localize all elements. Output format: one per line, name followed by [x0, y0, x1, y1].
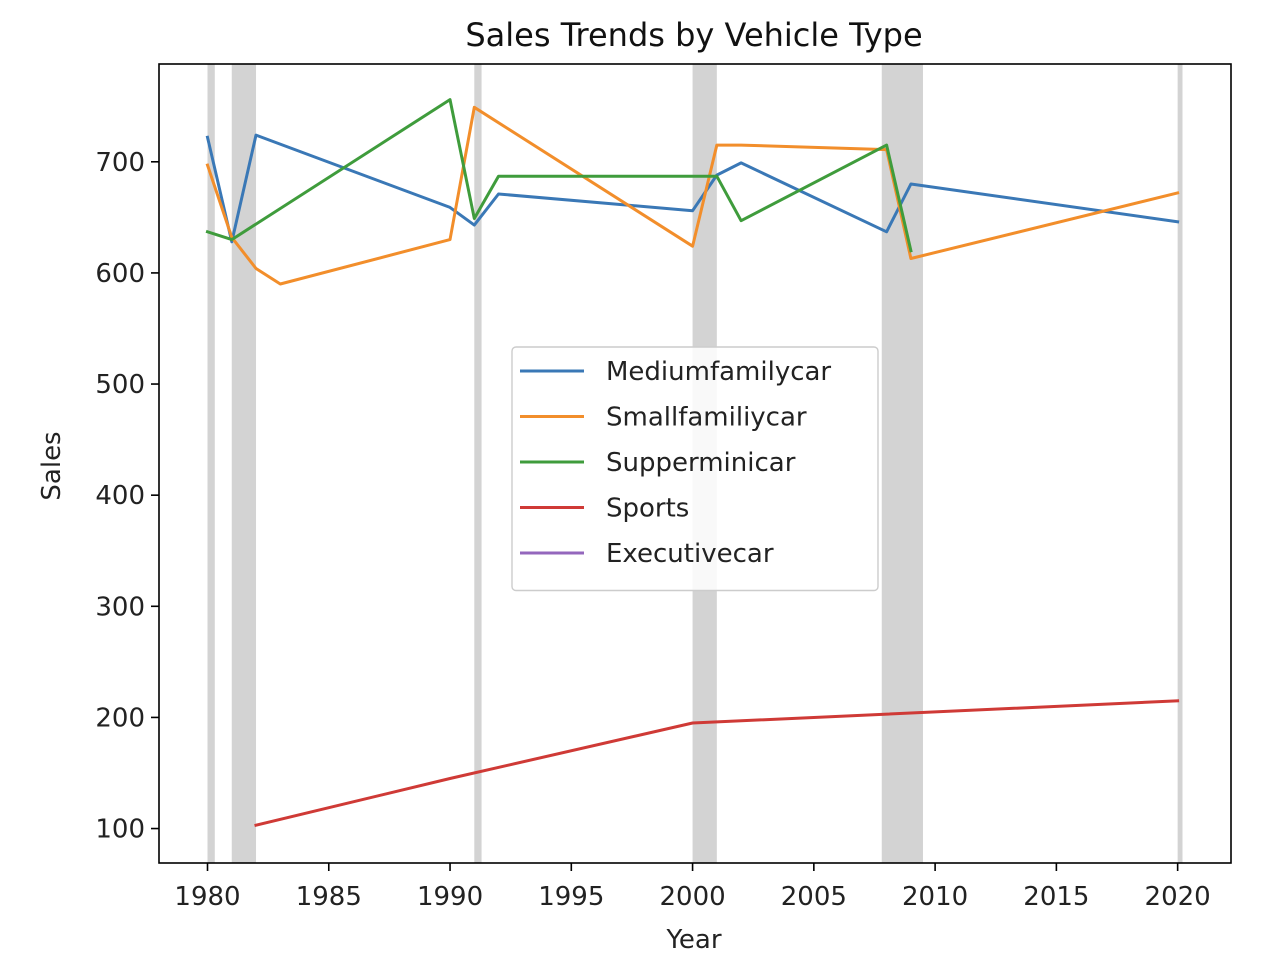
y-axis-ticks: 100 200 300 400 500 600 700	[95, 148, 159, 845]
legend: Mediumfamilycar Smallfamiliycar Suppermini…	[511, 346, 879, 592]
recession-band	[474, 64, 482, 863]
recession-band	[881, 64, 923, 863]
y-tick-label: 700	[95, 148, 145, 178]
y-tick-label: 600	[95, 259, 145, 289]
series-line-supperminicar	[205, 98, 913, 253]
x-tick-label: 2000	[659, 882, 725, 912]
series-lines	[205, 98, 1180, 828]
x-axis-ticks: 1980 1985 1990 1995 2000 2005 2010 2015 2020	[174, 863, 1211, 912]
x-tick-label: 1990	[417, 882, 483, 912]
x-tick-label: 2005	[781, 882, 847, 912]
x-tick-label: 2020	[1145, 882, 1211, 912]
y-tick-label: 200	[95, 703, 145, 733]
series-line-mediumfamilycar	[205, 133, 1180, 244]
x-tick-label: 1985	[296, 882, 362, 912]
x-tick-label: 2010	[902, 882, 968, 912]
legend-label: Sports	[606, 494, 689, 524]
legend-label: Mediumfamilycar	[606, 357, 831, 387]
y-tick-label: 300	[95, 592, 145, 622]
recession-band	[1177, 64, 1183, 863]
plot-frame	[158, 63, 1232, 864]
y-tick-label: 500	[95, 370, 145, 400]
y-axis-label: Sales	[37, 431, 67, 500]
legend-box	[511, 346, 879, 592]
recession-band	[207, 64, 215, 863]
legend-label: Supperminicar	[606, 448, 796, 478]
x-tick-label: 1980	[174, 882, 240, 912]
y-tick-label: 400	[95, 481, 145, 511]
chart-title: Sales Trends by Vehicle Type	[465, 16, 922, 54]
x-axis-label: Year	[665, 925, 721, 955]
series-line-sports	[254, 699, 1180, 828]
x-tick-label: 2015	[1023, 882, 1089, 912]
series-line-smallfamiliycar	[205, 105, 1180, 286]
legend-label: Smallfamiliycar	[606, 403, 807, 433]
y-tick-label: 100	[95, 815, 145, 845]
x-tick-label: 1995	[538, 882, 604, 912]
legend-label: Executivecar	[606, 539, 774, 569]
recession-band	[231, 64, 257, 863]
